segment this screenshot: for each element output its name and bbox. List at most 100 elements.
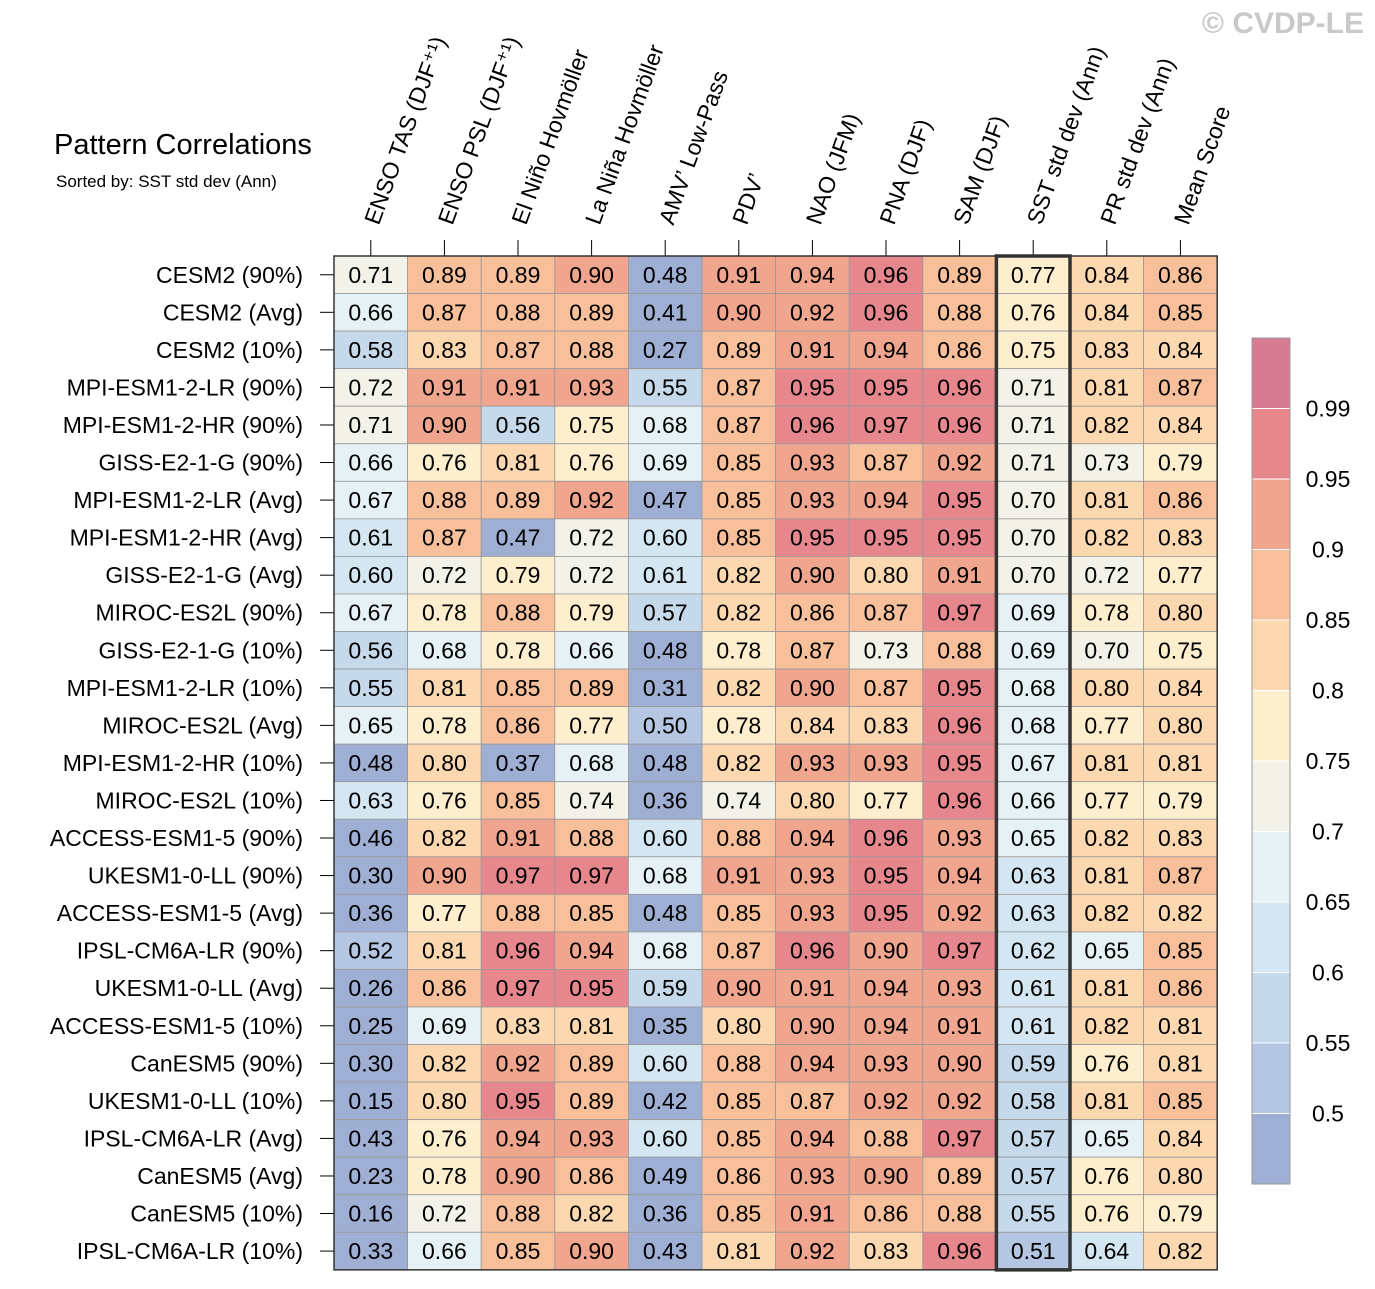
- heatmap-cell: [1069, 1081, 1144, 1121]
- cell-value: 0.85: [716, 525, 761, 551]
- heatmap-cell: [407, 1081, 482, 1121]
- cell-value: 0.76: [422, 1125, 467, 1151]
- heatmap-cell: [848, 668, 924, 707]
- heatmap-cell: [775, 1006, 850, 1045]
- heatmap-cell: [407, 818, 482, 858]
- heatmap-cell: [628, 368, 703, 407]
- heatmap-cell: [922, 706, 997, 745]
- heatmap-cell: [848, 443, 924, 482]
- chart-subtitle: Sorted by: SST std dev (Ann): [56, 172, 277, 191]
- heatmap-cell: [407, 743, 482, 783]
- colorbar-swatch: [1252, 479, 1290, 550]
- heatmap-cell: [333, 931, 408, 970]
- cell-value: 0.89: [937, 262, 982, 288]
- colorbar-label: 0.9: [1312, 537, 1344, 563]
- cell-value: 0.89: [569, 675, 614, 701]
- heatmap-cell: [407, 518, 482, 557]
- cell-value: 0.76: [422, 787, 467, 813]
- cell-value: 0.94: [569, 938, 614, 964]
- heatmap-cell: [628, 1194, 703, 1233]
- heatmap-cell: [407, 1006, 482, 1045]
- row-label: MPI-ESM1-2-LR (10%): [67, 675, 303, 701]
- cell-value: 0.82: [1084, 900, 1129, 926]
- heatmap-cell: [333, 1006, 408, 1045]
- heatmap-cell: [775, 668, 850, 707]
- row-label: UKESM1-0-LL (Avg): [95, 975, 303, 1001]
- cell-value: 0.95: [864, 525, 909, 551]
- cell-value: 0.95: [864, 900, 909, 926]
- cell-value: 0.94: [790, 1050, 835, 1076]
- cell-value: 0.82: [1084, 412, 1129, 438]
- heatmap-cell: [701, 1194, 776, 1233]
- heatmap-cell: [1143, 931, 1218, 970]
- heatmap-cell: [1143, 743, 1218, 783]
- cell-value: 0.81: [422, 675, 467, 701]
- cell-value: 0.80: [422, 1088, 467, 1114]
- cell-value: 0.90: [716, 975, 761, 1001]
- heatmap-cell: [701, 668, 776, 707]
- cell-value: 0.97: [864, 412, 909, 438]
- heatmap-cell: [1143, 1081, 1218, 1121]
- cell-value: 0.85: [716, 1201, 761, 1227]
- heatmap-cell: [1069, 518, 1144, 557]
- cell-value: 0.87: [1158, 863, 1203, 889]
- cell-value: 0.80: [422, 750, 467, 776]
- cell-value: 0.95: [790, 374, 835, 400]
- heatmap-cell: [407, 931, 482, 970]
- heatmap-cell: [333, 368, 408, 407]
- cell-value: 0.89: [496, 487, 541, 513]
- heatmap-cell: [554, 593, 629, 632]
- cell-value: 0.86: [1158, 975, 1203, 1001]
- heatmap-cell: [996, 405, 1071, 445]
- colorbar-label: 0.85: [1306, 607, 1351, 633]
- heatmap-cell: [996, 518, 1071, 557]
- cell-value: 0.63: [348, 787, 393, 813]
- cell-value: 0.88: [496, 299, 541, 325]
- cell-value: 0.80: [790, 787, 835, 813]
- cell-value: 0.88: [937, 1201, 982, 1227]
- cell-value: 0.83: [422, 337, 467, 363]
- cell-value: 0.71: [348, 412, 393, 438]
- cell-value: 0.78: [422, 712, 467, 738]
- heatmap-cell: [1069, 706, 1144, 745]
- colorbar-swatch: [1252, 408, 1290, 479]
- cell-value: 0.89: [569, 299, 614, 325]
- heatmap-cell: [480, 593, 556, 632]
- cell-value: 0.57: [1011, 1125, 1056, 1151]
- heatmap-cell: [1143, 255, 1218, 294]
- heatmap-cell: [1069, 593, 1144, 632]
- row-label: CESM2 (Avg): [163, 299, 303, 325]
- cell-value: 0.67: [1011, 750, 1056, 776]
- cell-value: 0.79: [1158, 787, 1203, 813]
- heatmap-cell: [775, 1044, 850, 1083]
- row-label: ACCESS-ESM1-5 (Avg): [57, 900, 303, 926]
- heatmap-cell: [628, 931, 703, 970]
- cell-value: 0.51: [1011, 1238, 1056, 1264]
- cell-value: 0.92: [937, 450, 982, 476]
- heatmap-cell: [775, 1081, 850, 1121]
- heatmap-cell: [333, 293, 408, 332]
- heatmap-cell: [922, 1156, 997, 1196]
- heatmap-cell: [701, 856, 776, 895]
- cell-value: 0.86: [496, 712, 541, 738]
- cell-value: 0.83: [1084, 337, 1129, 363]
- cell-value: 0.61: [348, 525, 393, 551]
- cell-value: 0.30: [348, 1050, 393, 1076]
- cell-value: 0.92: [937, 1088, 982, 1114]
- cell-value: 0.65: [1011, 825, 1056, 851]
- column-label-el-nin-o-hovmo-ller: El Niño Hovmöller: [506, 46, 593, 228]
- cell-value: 0.97: [496, 863, 541, 889]
- cell-value: 0.36: [348, 900, 393, 926]
- cell-value: 0.61: [643, 562, 688, 588]
- cell-value: 0.58: [348, 337, 393, 363]
- heatmap-cell: [407, 631, 482, 670]
- heatmap-cell: [480, 1156, 556, 1196]
- heatmap-cell: [996, 893, 1071, 933]
- heatmap-cell: [848, 1044, 924, 1083]
- row-label: MPI-ESM1-2-HR (10%): [63, 750, 303, 776]
- cell-value: 0.61: [1011, 975, 1056, 1001]
- heatmap-cell: [407, 1156, 482, 1196]
- colorbar-swatch: [1252, 1113, 1290, 1184]
- colorbar-swatch: [1252, 549, 1290, 620]
- cell-value: 0.69: [422, 1013, 467, 1039]
